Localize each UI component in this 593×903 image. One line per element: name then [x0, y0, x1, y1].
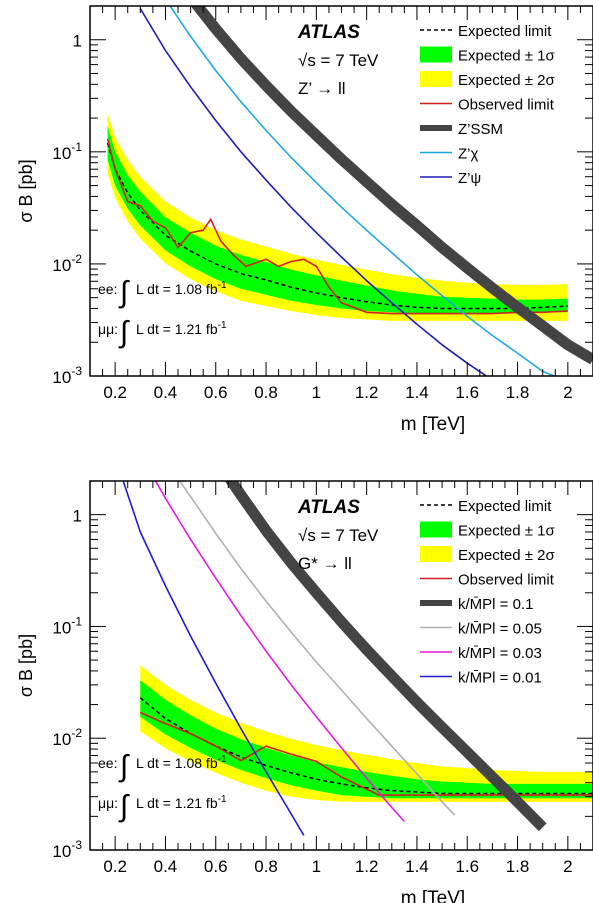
- x-tick-label: 1: [312, 383, 321, 402]
- legend-label: k/M̄Pl = 0.03: [458, 645, 542, 662]
- lumi-text: L dt = 1.21 fb-1: [136, 794, 227, 811]
- x-axis: 0.2 0.4 0.6 0.8 1 1.2 1.4 1.6 1.8 2 m [TeV]: [89, 6, 593, 435]
- theory-curve-0: [190, 6, 593, 365]
- legend-label: Expected limit: [458, 498, 552, 515]
- x-tick-label: 1.8: [506, 857, 530, 876]
- theory-curve-1: [178, 481, 456, 816]
- y-tick-label: 10-1: [52, 140, 82, 163]
- legend-label: Observed limit: [458, 97, 555, 114]
- legend-label: Expected ± 1σ: [458, 523, 555, 540]
- x-tick-label: 1.4: [405, 383, 429, 402]
- theory-curve-2: [154, 481, 405, 823]
- lumi-text: L dt = 1.08 fb-1: [136, 754, 227, 771]
- experiment-label: ATLAS: [297, 497, 360, 518]
- observed-limit-line: [106, 138, 568, 315]
- x-tick-label: 0.6: [204, 857, 228, 876]
- x-tick-label: 1.4: [405, 857, 429, 876]
- legend-label: Z’χ: [458, 146, 478, 163]
- theory-curve-1: [169, 6, 557, 376]
- y-tick-label: 10-2: [52, 252, 82, 275]
- legend-swatch-1sigma: [420, 46, 452, 63]
- x-tick-label: 0.8: [254, 383, 278, 402]
- legend-label: Expected ± 1σ: [458, 48, 555, 65]
- lumi-integral: ∫: [118, 316, 130, 349]
- lumi-channel: ee:: [98, 755, 117, 771]
- legend-label: Expected ± 2σ: [458, 72, 555, 89]
- y-axis-label: σ B [pb]: [16, 634, 36, 697]
- x-tick-label: 0.2: [103, 383, 127, 402]
- theory-curve-0: [224, 481, 547, 832]
- plot-area: [106, 6, 593, 376]
- y-tick-label: 1: [73, 32, 82, 51]
- legend-label: Expected limit: [458, 23, 552, 40]
- legend-label: Observed limit: [458, 572, 555, 589]
- y-axis: 10-3 10-2 10-1 1 σ B [pb]: [16, 5, 593, 387]
- experiment-label: ATLAS: [297, 22, 360, 43]
- x-tick-label: 0.2: [103, 857, 127, 876]
- chart-zprime: 0.2 0.4 0.6 0.8 1 1.2 1.4 1.6 1.8 2m [TeV]10-310-…: [16, 5, 593, 435]
- x-tick-label: 1: [312, 857, 321, 876]
- chart-graviton: 0.2 0.4 0.6 0.8 1 1.2 1.4 1.6 1.8 2 m [TeV] 10-3 10-…: [16, 480, 593, 903]
- energy-label: √s = 7 TeV: [298, 526, 379, 545]
- legend-label: Expected ± 2σ: [458, 547, 555, 564]
- legend: Expected limit Expected ± 1σ Expected ± 2σ…: [420, 23, 555, 187]
- x-tick-label: 0.8: [254, 857, 278, 876]
- x-tick-label: 2: [563, 857, 572, 876]
- y-tick-label: 10-3: [52, 838, 82, 861]
- x-tick-label: 2: [563, 383, 572, 402]
- x-axis: 0.2 0.4 0.6 0.8 1 1.2 1.4 1.6 1.8 2 m [TeV]: [89, 481, 593, 903]
- expected-limit-line: [106, 142, 568, 310]
- x-tick-label: 0.6: [204, 383, 228, 402]
- legend-label: k/M̄Pl = 0.01: [458, 670, 542, 687]
- legend-label: k/M̄Pl = 0.05: [458, 621, 542, 638]
- legend-label: Z’ψ: [458, 170, 481, 187]
- lumi-channel: ee:: [98, 281, 117, 297]
- process-label: Z’ → ll: [298, 79, 346, 98]
- x-axis-label: m [TeV]: [401, 888, 465, 903]
- y-tick-label: 10-1: [52, 614, 82, 637]
- legend-swatch-2sigma: [420, 546, 452, 562]
- lumi-text: L dt = 1.21 fb-1: [136, 320, 227, 337]
- x-tick-label: 1.2: [355, 857, 379, 876]
- x-tick-label: 0.4: [154, 857, 178, 876]
- y-tick-label: 10-3: [52, 364, 82, 387]
- x-tick-label: 1.6: [455, 383, 479, 402]
- lumi-integral: ∫: [118, 276, 130, 309]
- legend-swatch-1sigma: [420, 521, 452, 538]
- x-tick-label: 1.8: [506, 383, 530, 402]
- process-label: G* → ll: [298, 554, 352, 573]
- lumi-channel: μμ:: [98, 321, 118, 337]
- legend-swatch-2sigma: [420, 71, 452, 87]
- lumi-channel: μμ:: [98, 795, 118, 811]
- lumi-integral: ∫: [118, 790, 130, 823]
- legend: Expected limit Expected ± 1σ Expected ± 2σ…: [420, 498, 555, 687]
- x-tick-label: 1.2: [355, 383, 379, 402]
- x-tick-label: 0.4: [154, 383, 178, 402]
- x-tick-label: 1.6: [455, 857, 479, 876]
- lumi-integral: ∫: [118, 750, 130, 783]
- band-1sigma: [140, 680, 593, 799]
- y-tick-label: 1: [73, 507, 82, 526]
- theory-curve-3: [122, 481, 305, 836]
- y-tick-label: 10-2: [52, 726, 82, 749]
- y-axis-label: σ B [pb]: [16, 159, 36, 222]
- legend-label: k/M̄Pl = 0.1: [458, 596, 533, 613]
- lumi-text: L dt = 1.08 fb-1: [136, 280, 227, 297]
- legend-label: Z’SSM: [458, 121, 503, 138]
- energy-label: √s = 7 TeV: [298, 51, 379, 70]
- x-axis-label: m [TeV]: [401, 414, 465, 435]
- theory-curve-2: [139, 8, 488, 376]
- plot-area: [122, 481, 593, 836]
- expected-limit-line: [139, 697, 593, 795]
